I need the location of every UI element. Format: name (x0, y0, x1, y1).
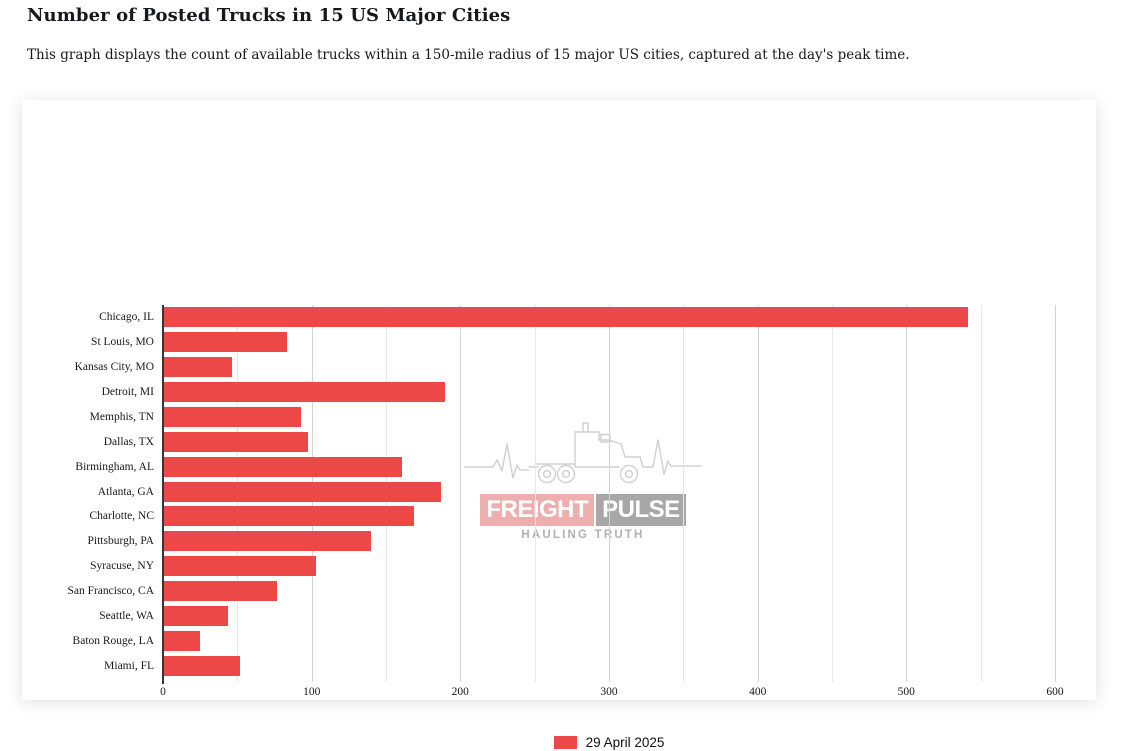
chart-plot-area: 0 100 200 300 400 500 600 (160, 305, 1064, 698)
x-axis-tick-label: 600 (1046, 686, 1064, 698)
gridline-600 (1055, 305, 1056, 682)
x-axis-tick-label: 400 (749, 686, 767, 698)
chart-bar-2[interactable] (164, 357, 233, 378)
gridline-200 (460, 305, 462, 682)
x-axis-tick-label: 0 (160, 686, 166, 698)
gridline-300 (609, 305, 610, 682)
y-axis-label-12: Seattle, WA (99, 609, 154, 622)
chart-bar-8[interactable] (164, 506, 414, 527)
gridline-500 (906, 305, 908, 682)
y-axis-label-6: Birmingham, AL (75, 460, 154, 473)
gridline-250 (534, 305, 536, 682)
chart-bar-0[interactable] (164, 307, 969, 328)
x-axis-tick-label: 200 (451, 686, 469, 698)
chart-bar-3[interactable] (164, 382, 445, 402)
chart-bar-14[interactable] (164, 655, 240, 676)
chart-bar-1[interactable] (164, 332, 288, 353)
legend-label: 29 April 2025 (585, 734, 665, 750)
x-axis-tick-label: 500 (897, 686, 915, 698)
y-axis-label-13: Baton Rouge, LA (72, 634, 154, 647)
gridline-550 (980, 305, 982, 682)
chart-bar-12[interactable] (164, 605, 228, 626)
gridline-350 (683, 305, 685, 682)
chart-bar-9[interactable] (164, 531, 371, 552)
chart-bar-5[interactable] (164, 431, 309, 452)
y-axis-label-5: Dallas, TX (103, 435, 154, 448)
gridline-450 (832, 305, 833, 682)
legend-swatch (553, 735, 577, 749)
chart-bar-11[interactable] (164, 581, 277, 601)
x-axis-tick-label: 300 (600, 686, 618, 698)
page-subtitle: This graph displays the count of availab… (27, 47, 910, 63)
chart-card: FREIGHT PULSE HAULING TRUTH Chicago, IL S… (22, 100, 1096, 750)
page-title: Number of Posted Trucks in 15 US Major C… (27, 5, 511, 26)
y-axis-label-0: Chicago, IL (99, 311, 154, 324)
y-axis-label-8: Charlotte, NC (89, 510, 154, 523)
chart-bar-4[interactable] (164, 406, 301, 427)
chart-bar-7[interactable] (164, 481, 441, 502)
y-axis-label-11: San Francisco, CA (67, 585, 154, 597)
chart-bar-10[interactable] (164, 556, 316, 577)
chart-bar-13[interactable] (164, 630, 200, 651)
gridline-400 (757, 305, 759, 682)
y-axis-label-3: Detroit, MI (101, 386, 154, 398)
legend-item[interactable]: 29 April 2025 (163, 733, 1055, 751)
y-axis-label-1: St Louis, MO (91, 336, 154, 349)
y-axis-label-9: Pittsburgh, PA (87, 535, 154, 548)
y-axis-label-14: Miami, FL (104, 659, 154, 672)
y-axis-labels: Chicago, IL St Louis, MO Kansas City, MO De… (22, 305, 154, 678)
y-axis-label-2: Kansas City, MO (74, 361, 154, 374)
y-axis-label-10: Syracuse, NY (90, 560, 154, 573)
chart-bar-6[interactable] (164, 456, 402, 477)
x-axis-tick-label: 100 (303, 686, 321, 698)
y-axis-label-7: Atlanta, GA (97, 485, 154, 498)
y-axis-label-4: Memphis, TN (89, 410, 154, 423)
y-axis-line (162, 305, 164, 684)
